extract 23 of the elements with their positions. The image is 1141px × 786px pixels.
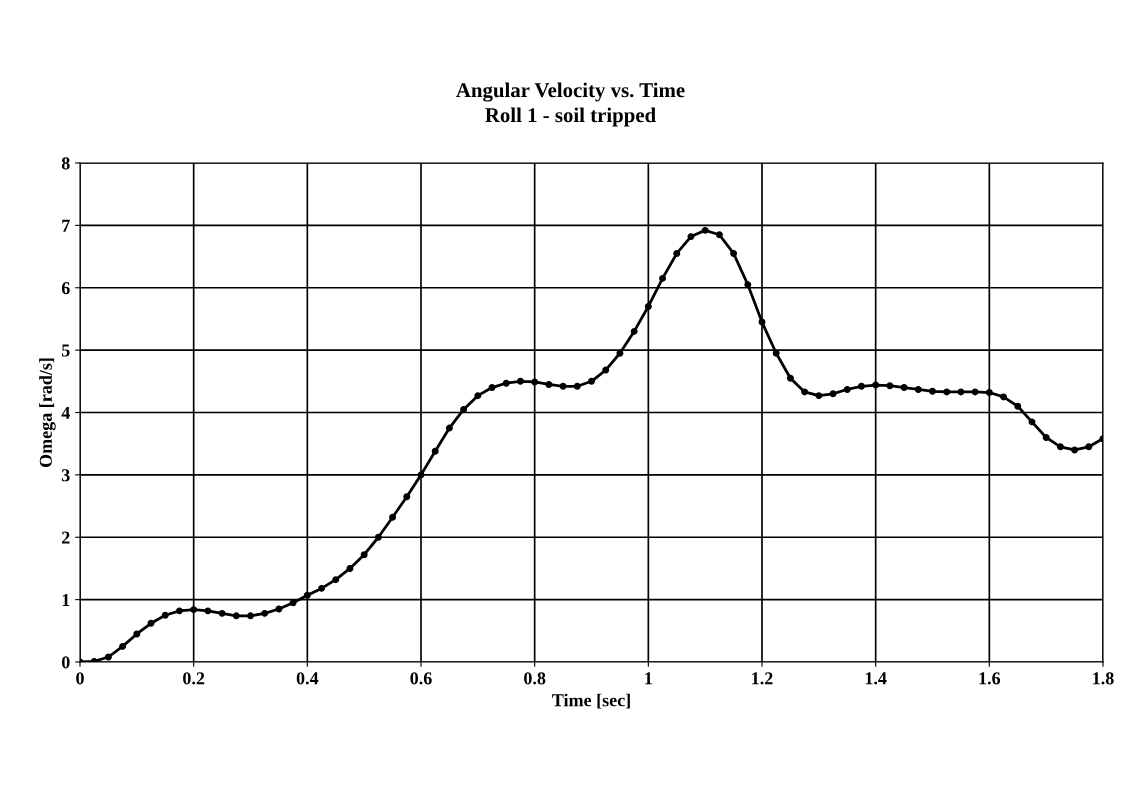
y-tick-label: 5 — [61, 344, 70, 357]
y-tick-label: 3 — [61, 469, 70, 482]
x-tick-label: 1.6 — [979, 672, 1001, 685]
x-tick-label: 1 — [645, 672, 652, 685]
y-tick-label: 1 — [62, 593, 70, 606]
chart-title: Angular Velocity vs. Time — [456, 82, 685, 102]
x-tick-label: 0 — [76, 672, 84, 685]
x-tick-label: 0.8 — [524, 672, 546, 685]
y-tick-label: 6 — [61, 282, 70, 295]
y-tick-label: 4 — [61, 406, 70, 419]
x-tick-label: 1.4 — [865, 672, 887, 685]
y-tick-label: 2 — [62, 531, 70, 544]
chart-subtitle: Roll 1 - soil tripped — [485, 107, 656, 127]
x-tick-label: 0.6 — [410, 672, 432, 685]
y-tick-label: 8 — [61, 157, 70, 170]
y-axis-title: Omega [rad/s] — [39, 358, 56, 468]
y-tick-label: 7 — [62, 219, 70, 232]
x-axis-title: Time [sec] — [552, 693, 630, 709]
x-tick-label: 0.2 — [183, 672, 205, 685]
x-tick-label: 1.8 — [1093, 672, 1114, 685]
x-tick-label: 1.2 — [752, 672, 773, 685]
y-tick-label: 0 — [61, 656, 70, 669]
x-tick-label: 0.4 — [296, 672, 319, 685]
